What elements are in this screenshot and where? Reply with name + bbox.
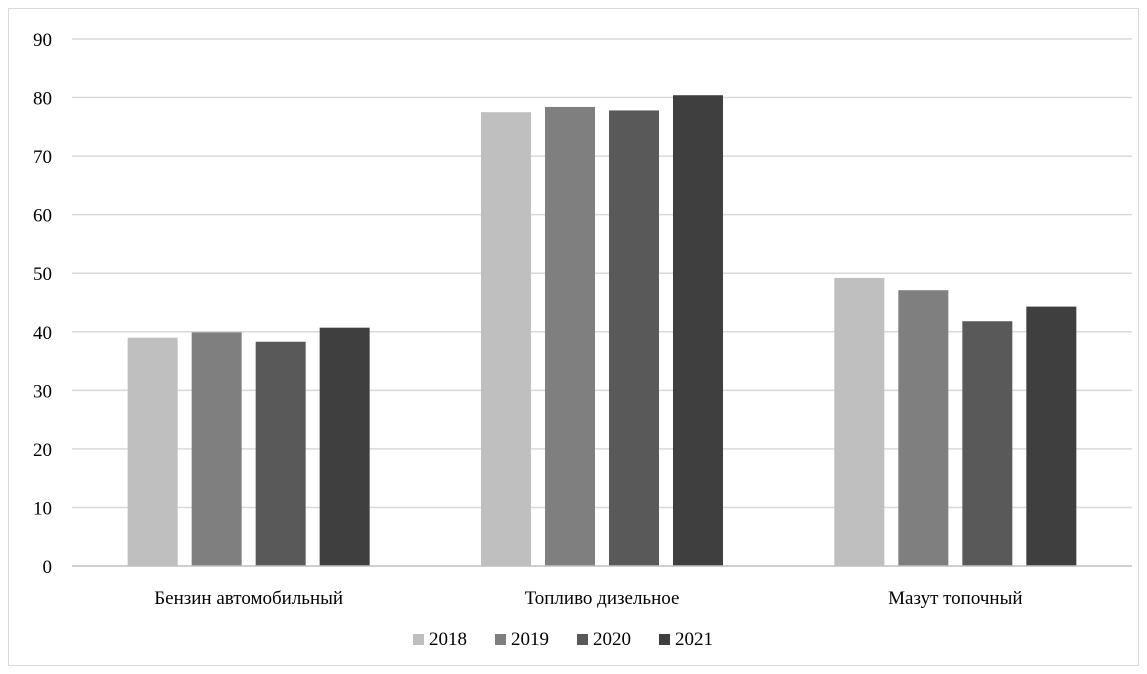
y-tick-label: 80 bbox=[33, 89, 52, 110]
y-tick-label: 30 bbox=[33, 381, 52, 402]
gridlines bbox=[72, 38, 1132, 509]
y-axis-ticks: 0 10 20 30 40 50 60 70 80 90 bbox=[33, 30, 52, 578]
bar-2021-cat-1 bbox=[673, 95, 723, 567]
legend-item-2021: 2021 bbox=[659, 629, 713, 650]
bar-2020-cat-1 bbox=[609, 110, 659, 566]
legend-label: 2021 bbox=[675, 629, 713, 650]
bar-2020-cat-2 bbox=[962, 321, 1013, 566]
y-tick-label: 0 bbox=[43, 557, 53, 578]
legend-label: 2019 bbox=[511, 629, 549, 650]
category-label: Бензин автомобильный bbox=[154, 588, 343, 609]
legend-swatch bbox=[659, 634, 670, 645]
y-tick-label: 60 bbox=[33, 206, 52, 227]
bars bbox=[127, 95, 1077, 567]
bar-2018-cat-2 bbox=[834, 277, 885, 566]
y-tick-label: 50 bbox=[33, 264, 52, 285]
category-label: Мазут топочный bbox=[888, 588, 1022, 609]
bar-2019-cat-2 bbox=[898, 290, 949, 566]
legend-swatch bbox=[413, 634, 424, 645]
legend: 2018 2019 2020 2021 bbox=[413, 629, 713, 650]
legend-swatch bbox=[495, 634, 506, 645]
y-tick-label: 40 bbox=[33, 323, 52, 344]
bar-2020-cat-0 bbox=[255, 341, 306, 566]
bar-2018-cat-0 bbox=[127, 337, 178, 566]
y-tick-label: 90 bbox=[33, 30, 52, 51]
bar-2019-cat-1 bbox=[545, 106, 595, 567]
category-label: Топливо дизельное bbox=[525, 588, 680, 609]
legend-item-2019: 2019 bbox=[495, 629, 549, 650]
y-tick-label: 70 bbox=[33, 147, 52, 168]
legend-label: 2020 bbox=[593, 629, 631, 650]
category-labels: Бензин автомобильный Топливо дизельное Маз… bbox=[154, 588, 1022, 609]
y-tick-label: 20 bbox=[33, 440, 52, 461]
legend-item-2018: 2018 bbox=[413, 629, 467, 650]
bar-2018-cat-1 bbox=[481, 112, 531, 566]
bar-2021-cat-0 bbox=[319, 327, 370, 566]
bar-2019-cat-0 bbox=[191, 332, 242, 566]
y-tick-label: 10 bbox=[33, 498, 52, 519]
legend-swatch bbox=[577, 634, 588, 645]
legend-item-2020: 2020 bbox=[577, 629, 631, 650]
bar-2021-cat-2 bbox=[1026, 306, 1077, 566]
legend-label: 2018 bbox=[429, 629, 467, 650]
